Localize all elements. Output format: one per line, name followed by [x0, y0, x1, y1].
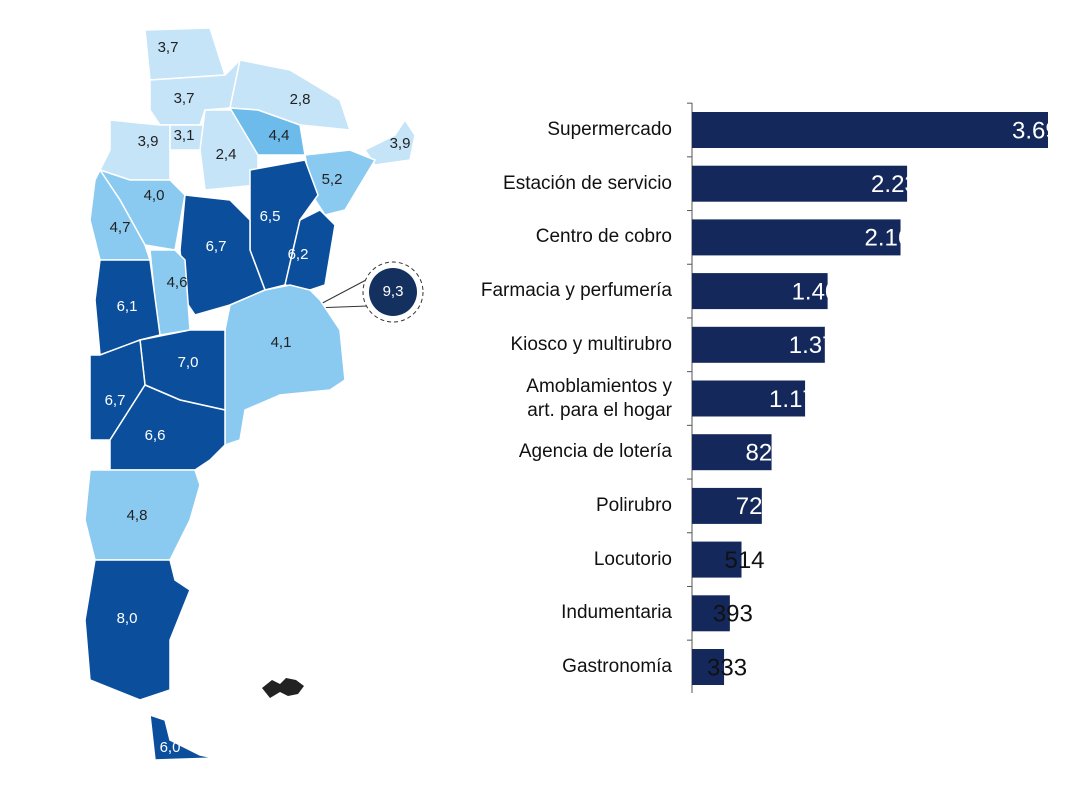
category-label: Locutorio	[593, 548, 672, 570]
category-label: Estación de servicio	[503, 172, 672, 194]
value-label: 1.408	[792, 278, 852, 305]
province-label: 2,4	[216, 146, 237, 163]
value-label: 333	[707, 654, 747, 681]
value-label: 393	[713, 601, 753, 628]
province-label: 4,8	[127, 507, 148, 524]
capital-region	[369, 268, 417, 316]
value-label: 514	[724, 547, 764, 574]
value-label: 2.233	[871, 171, 931, 198]
province	[228, 107, 306, 156]
province-label: 7,0	[178, 354, 199, 371]
category-label: Agencia de lotería	[518, 441, 672, 463]
bar	[692, 273, 828, 310]
value-label: 725	[736, 493, 776, 520]
province-label: 6,1	[117, 298, 138, 315]
category-label: Indumentaria	[561, 602, 672, 624]
province-label: 4,4	[269, 127, 290, 144]
province-label: 6,0	[160, 739, 181, 756]
province-label: 6,2	[288, 246, 309, 263]
province-label: 4,0	[144, 187, 165, 204]
province	[84, 469, 201, 561]
bar	[692, 487, 762, 524]
category-label: Gastronomía	[562, 656, 672, 677]
bar	[692, 595, 730, 632]
province-label: 8,0	[117, 610, 138, 627]
bar	[692, 541, 742, 578]
category-label: Centro de cobro	[535, 226, 672, 248]
province	[363, 118, 416, 166]
province-label: 2,8	[290, 91, 311, 108]
province-label: 3,1	[174, 127, 195, 144]
province-label: 6,6	[145, 427, 166, 444]
province	[284, 209, 336, 291]
province	[98, 119, 171, 181]
value-label: 826	[746, 440, 786, 467]
province	[149, 713, 216, 761]
category-label: Kiosco y multirubro	[510, 333, 672, 355]
bar	[692, 112, 1048, 148]
bar	[692, 165, 908, 202]
bar	[692, 380, 806, 417]
province-label: 4,6	[167, 274, 188, 291]
bar	[692, 219, 901, 256]
province	[224, 284, 346, 447]
value-label: 2.165	[865, 225, 925, 252]
category-label: Farmacia y perfumería	[480, 280, 672, 302]
province-label: 5,2	[322, 171, 343, 188]
province-label: 4,7	[110, 219, 131, 236]
category-label: Polirubro	[595, 494, 672, 516]
province-label: 3,7	[158, 39, 179, 56]
value-label: 3.696	[1012, 117, 1072, 144]
islands	[262, 678, 304, 698]
bar	[692, 434, 772, 471]
province-label: 4,1	[271, 334, 292, 351]
province-label: 3,7	[174, 90, 195, 107]
bar	[692, 649, 725, 685]
value-label: 1.379	[789, 332, 849, 359]
province-label: 3,9	[138, 133, 159, 150]
bar	[692, 326, 825, 363]
province-label: 6,7	[206, 238, 227, 255]
category-label: Supermercado	[547, 119, 672, 140]
province	[109, 384, 226, 471]
province-label: 9,3	[383, 283, 404, 300]
category-label: Amoblamientos y art. para el hogar	[526, 375, 672, 421]
province-label: 6,7	[105, 392, 126, 409]
province-label: 6,5	[260, 208, 281, 225]
value-label: 1.174	[769, 386, 829, 413]
province-label: 3,9	[390, 135, 411, 152]
province	[84, 559, 191, 701]
